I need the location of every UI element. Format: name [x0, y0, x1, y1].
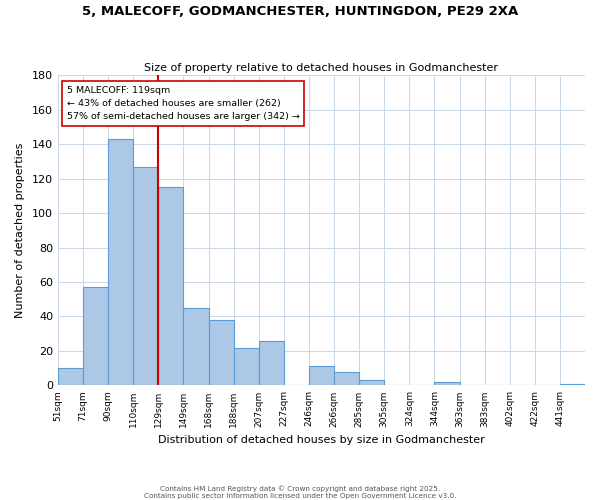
Bar	[309, 366, 334, 386]
X-axis label: Distribution of detached houses by size in Godmanchester: Distribution of detached houses by size …	[158, 435, 485, 445]
Bar	[133, 166, 158, 386]
Bar	[83, 287, 108, 386]
Bar	[184, 308, 209, 386]
Title: Size of property relative to detached houses in Godmanchester: Size of property relative to detached ho…	[145, 63, 499, 73]
Text: 5, MALECOFF, GODMANCHESTER, HUNTINGDON, PE29 2XA: 5, MALECOFF, GODMANCHESTER, HUNTINGDON, …	[82, 5, 518, 18]
Bar	[259, 340, 284, 386]
Bar	[209, 320, 233, 386]
Bar	[334, 372, 359, 386]
Bar	[359, 380, 384, 386]
Bar	[233, 348, 259, 386]
Bar	[158, 187, 184, 386]
Text: 5 MALECOFF: 119sqm
← 43% of detached houses are smaller (262)
57% of semi-detach: 5 MALECOFF: 119sqm ← 43% of detached hou…	[67, 86, 299, 121]
Text: Contains HM Land Registry data © Crown copyright and database right 2025.
Contai: Contains HM Land Registry data © Crown c…	[144, 486, 456, 499]
Bar	[58, 368, 83, 386]
Bar	[560, 384, 585, 386]
Bar	[434, 382, 460, 386]
Y-axis label: Number of detached properties: Number of detached properties	[15, 142, 25, 318]
Bar	[108, 139, 133, 386]
